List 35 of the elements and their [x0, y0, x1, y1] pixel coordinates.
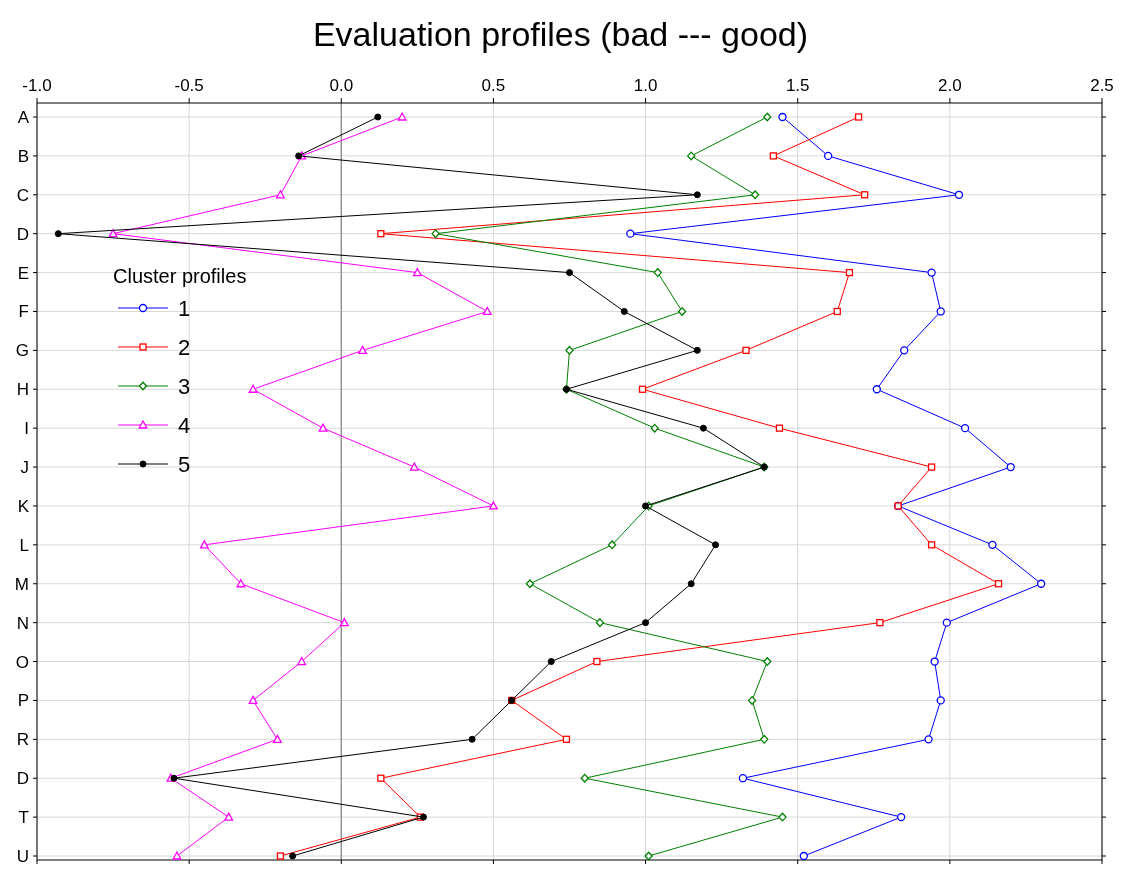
- y-tick-label: U: [16, 847, 29, 866]
- x-tick-label: 1.0: [633, 76, 658, 95]
- y-tick-label: J: [20, 458, 29, 478]
- x-tick-label: 2.5: [1090, 76, 1114, 95]
- x-tick-label: 0.0: [329, 76, 354, 95]
- legend-label: 1: [178, 296, 191, 321]
- y-tick-label: M: [14, 574, 29, 594]
- y-tick-label: E: [17, 263, 29, 283]
- legend-label: 2: [178, 335, 191, 360]
- y-tick-label: I: [24, 419, 29, 439]
- y-tick-label: K: [17, 496, 30, 516]
- y-tick-label: C: [16, 185, 29, 205]
- chart-title: Evaluation profiles (bad --- good): [312, 15, 809, 53]
- y-tick-label: R: [16, 730, 29, 750]
- y-tick-label: G: [15, 341, 29, 361]
- y-tick-label: P: [17, 691, 29, 711]
- y-tick-label: T: [18, 808, 29, 828]
- x-tick-label: -1.0: [22, 76, 52, 95]
- y-tick-label: A: [17, 108, 30, 127]
- x-tick-label: 0.5: [481, 76, 506, 95]
- x-tick-label: 2.0: [938, 76, 962, 95]
- x-tick-label: 1.5: [785, 76, 810, 95]
- legend-label: 5: [178, 452, 191, 477]
- legend-title: Cluster profiles: [113, 265, 247, 287]
- y-tick-label: F: [18, 302, 29, 322]
- y-tick-label: D: [16, 224, 29, 244]
- y-tick-label: H: [16, 380, 29, 400]
- y-tick-label: L: [19, 535, 29, 555]
- x-tick-label: -0.5: [174, 76, 204, 95]
- y-tick-label: O: [15, 652, 29, 672]
- y-tick-label: N: [16, 613, 29, 633]
- y-tick-label: B: [17, 146, 29, 166]
- legend-label: 3: [178, 374, 191, 399]
- y-tick-label: D: [16, 769, 29, 789]
- legend-label: 4: [178, 413, 191, 438]
